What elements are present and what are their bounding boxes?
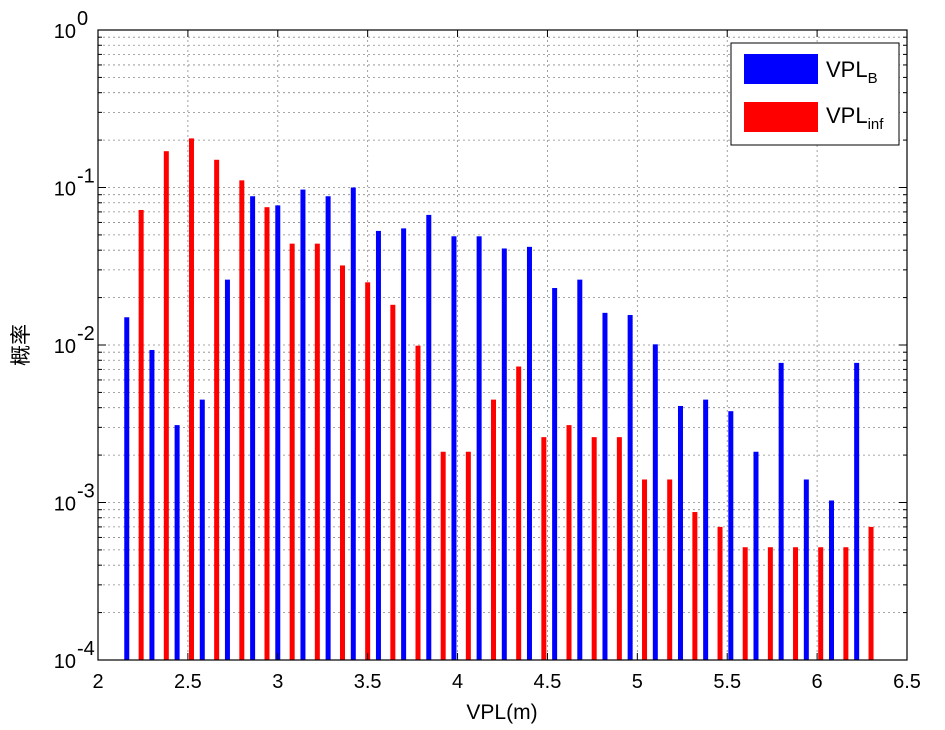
y-tick-label: 10 — [54, 494, 76, 516]
bar-b — [300, 189, 306, 661]
bar-b — [803, 479, 809, 660]
bar-inf — [843, 547, 849, 660]
bar-b — [451, 236, 457, 660]
bar-inf — [566, 425, 572, 660]
bar-b — [199, 399, 205, 660]
bar-inf — [365, 282, 371, 660]
bar-b — [224, 279, 230, 660]
bar-b — [728, 411, 734, 660]
bar-inf — [818, 547, 824, 660]
y-tick-exponent: -3 — [77, 481, 95, 503]
bar-b — [577, 279, 583, 660]
bar-inf — [440, 451, 446, 660]
legend-swatch-vpl-b — [744, 54, 818, 84]
bar-inf — [642, 479, 648, 660]
bar-b — [149, 349, 155, 660]
bar-inf — [214, 159, 220, 660]
bar-inf — [339, 265, 345, 660]
x-axis-label: VPL(m) — [466, 701, 537, 724]
y-tick-exponent: -2 — [77, 323, 95, 345]
bar-b — [677, 405, 683, 660]
bar-inf — [717, 526, 723, 660]
bar-inf — [415, 345, 421, 660]
y-axis-label: 概率 — [10, 324, 33, 366]
bar-inf — [616, 437, 622, 660]
bar-b — [552, 288, 558, 660]
x-tick-label: 6.5 — [893, 671, 921, 693]
bar-b — [778, 362, 784, 660]
bar-b — [375, 230, 381, 660]
legend-label-vpl-inf: VPLinf — [826, 103, 884, 133]
bar-b — [174, 425, 180, 660]
bar-inf — [138, 209, 144, 660]
legend-label-vpl-inf-sub: inf — [868, 116, 885, 133]
legend: VPLB VPLinf — [730, 42, 900, 146]
bar-inf — [793, 547, 799, 660]
x-tick-label: 4 — [452, 671, 463, 693]
bar-b — [501, 248, 507, 660]
bar-inf — [868, 526, 874, 660]
bar-b — [350, 187, 356, 660]
y-tick-label: 10 — [54, 21, 76, 43]
bar-b — [124, 317, 130, 660]
bar-b — [828, 500, 834, 660]
y-tick-label: 10 — [54, 179, 76, 201]
bar-inf — [767, 547, 773, 660]
y-tick-exponent: 0 — [77, 8, 88, 30]
y-tick-exponent: -1 — [77, 166, 95, 188]
bar-b — [854, 362, 860, 660]
bar-inf — [516, 366, 522, 660]
bar-inf — [289, 243, 295, 661]
legend-swatch-vpl-inf — [744, 102, 818, 132]
bar-inf — [491, 399, 497, 660]
bar-b — [627, 315, 633, 660]
bar-inf — [591, 437, 597, 660]
axis-ticks — [97, 30, 908, 661]
bar-inf — [541, 437, 547, 660]
bar-b — [526, 246, 532, 660]
x-tick-label: 2 — [92, 671, 103, 693]
legend-label-vpl-b: VPLB — [826, 57, 878, 87]
bar-b — [275, 205, 281, 660]
y-tick-label: 10 — [54, 336, 76, 358]
y-tick-label: 10 — [54, 651, 76, 673]
bar-inf — [188, 138, 194, 660]
bar-b — [401, 228, 407, 660]
bar-inf — [163, 151, 169, 661]
bar-inf — [390, 304, 396, 660]
bars — [124, 138, 874, 661]
x-tick-label: 4.5 — [534, 671, 562, 693]
bar-b — [250, 196, 256, 661]
bar-b — [426, 214, 432, 660]
bar-b — [476, 236, 482, 660]
bar-b — [602, 312, 608, 660]
bar-b — [703, 399, 709, 660]
y-tick-exponent: -4 — [77, 638, 95, 660]
bar-inf — [692, 512, 698, 660]
bar-inf — [264, 207, 270, 660]
bar-b — [753, 451, 759, 660]
bar-inf — [314, 243, 320, 661]
bar-b — [325, 196, 331, 661]
bar-inf — [742, 547, 748, 660]
bar-b — [652, 344, 658, 660]
x-tick-label: 5 — [632, 671, 643, 693]
legend-label-vpl-b-sub: B — [868, 70, 878, 87]
x-tick-label: 2.5 — [174, 671, 202, 693]
x-tick-labels: 2 2.5 3 3.5 4 4.5 5 5.5 6 6.5 — [92, 671, 920, 693]
bar-inf — [239, 180, 245, 660]
bar-inf — [465, 451, 471, 660]
x-tick-label: 3 — [272, 671, 283, 693]
x-tick-label: 6 — [812, 671, 823, 693]
x-tick-label: 5.5 — [713, 671, 741, 693]
x-tick-label: 3.5 — [354, 671, 382, 693]
bar-inf — [667, 479, 673, 660]
